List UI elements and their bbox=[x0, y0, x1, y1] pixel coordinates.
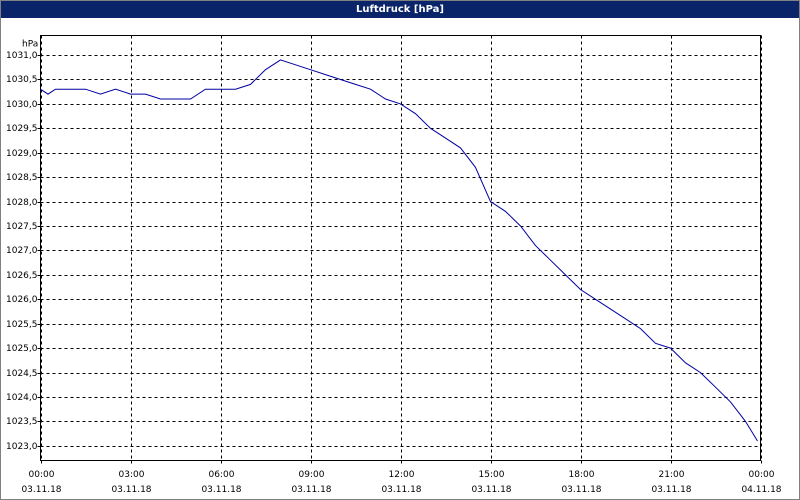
y-tick-label: 1027,0 bbox=[6, 246, 38, 256]
x-tick-date: 03.11.18 bbox=[471, 485, 511, 495]
x-tick-label: 12:00 bbox=[389, 470, 415, 480]
x-tick-label: 00:00 bbox=[29, 470, 55, 480]
y-tick-label: 1028,5 bbox=[6, 173, 38, 183]
y-tick-label: 1029,5 bbox=[6, 124, 38, 134]
x-tick-date: 03.11.18 bbox=[651, 485, 691, 495]
x-tick-date: 03.11.18 bbox=[291, 485, 331, 495]
y-tick-label: 1026,0 bbox=[6, 295, 38, 305]
y-tick-label: 1031,0 bbox=[6, 51, 38, 61]
y-tick-label: 1026,5 bbox=[6, 271, 38, 281]
x-tick-date: 03.11.18 bbox=[111, 485, 151, 495]
x-tick-date: 04.11.18 bbox=[741, 485, 781, 495]
x-tick-date: 03.11.18 bbox=[201, 485, 241, 495]
x-tick-date: 03.11.18 bbox=[381, 485, 421, 495]
y-tick-label: 1024,5 bbox=[6, 369, 38, 379]
y-tick-label: 1023,0 bbox=[6, 442, 38, 452]
y-tick-label: 1029,0 bbox=[6, 149, 38, 159]
x-tick-date: 03.11.18 bbox=[21, 485, 61, 495]
x-tick-label: 18:00 bbox=[569, 470, 595, 480]
x-tick-label: 03:00 bbox=[119, 470, 145, 480]
x-tick-date: 03.11.18 bbox=[561, 485, 601, 495]
y-tick-label: 1028,0 bbox=[6, 198, 38, 208]
y-tick-label: 1024,0 bbox=[6, 393, 38, 403]
y-unit: hPa bbox=[22, 40, 38, 50]
y-tick-label: 1027,5 bbox=[6, 222, 38, 232]
x-tick-label: 21:00 bbox=[659, 470, 685, 480]
data-line bbox=[40, 59, 758, 442]
y-tick-label: 1030,0 bbox=[6, 100, 38, 110]
y-tick-label: 1025,5 bbox=[6, 320, 38, 330]
y-tick-label: 1023,5 bbox=[6, 417, 38, 427]
x-tick-label: 15:00 bbox=[479, 470, 505, 480]
y-tick-label: 1030,5 bbox=[6, 75, 38, 85]
title-bar bbox=[0, 0, 800, 18]
y-tick-label: 1025,0 bbox=[6, 344, 38, 354]
x-tick-label: 09:00 bbox=[299, 470, 325, 480]
x-tick-label: 06:00 bbox=[209, 470, 235, 480]
plot-area bbox=[40, 35, 761, 461]
chart-title: Luftdruck [hPa] bbox=[356, 4, 444, 15]
x-tick-label: 00:00 bbox=[749, 470, 775, 480]
